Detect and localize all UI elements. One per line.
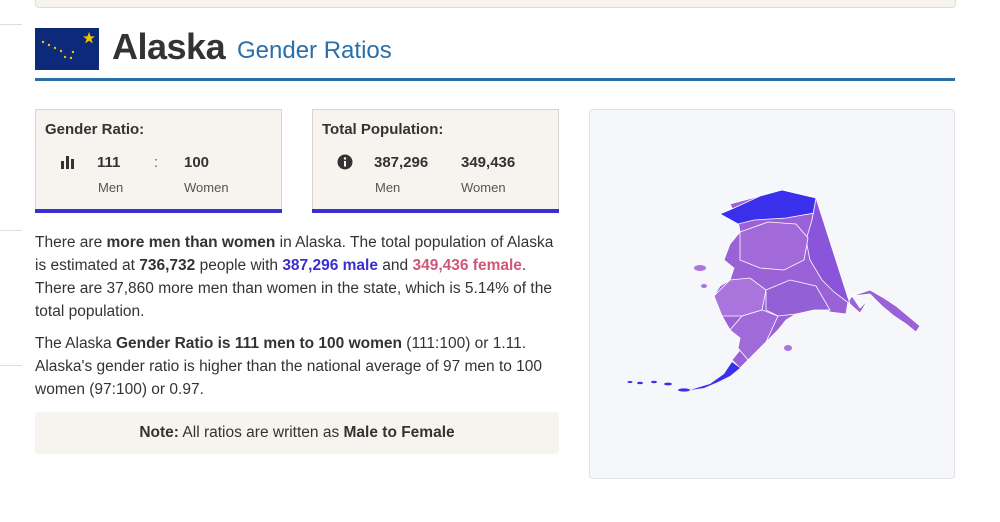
divider	[0, 230, 22, 231]
card-label: Gender Ratio:	[45, 121, 145, 138]
note-box: Note: All ratios are written as Male to …	[35, 412, 559, 454]
ratio-paragraph: The Alaska Gender Ratio is 111 men to 10…	[35, 332, 560, 401]
info-icon	[337, 154, 353, 170]
women-ratio-value: 100	[184, 154, 210, 171]
page-header: Alaska Gender Ratios	[35, 26, 955, 82]
text: and	[377, 257, 413, 274]
men-ratio-value: 111	[97, 154, 121, 171]
map-region-panhandle	[851, 289, 921, 333]
men-label: Men	[375, 180, 401, 195]
text: people with	[195, 257, 283, 274]
alaska-flag-icon	[35, 28, 99, 70]
text: . There are 37,860 more men than women i…	[35, 257, 552, 320]
male-count: 387,296 male	[282, 257, 378, 274]
divider	[0, 365, 22, 366]
ratio-separator: :	[154, 154, 159, 171]
men-population-value: 387,296	[374, 154, 429, 171]
page-subtitle: Gender Ratios	[237, 37, 392, 64]
note-label: Note:	[139, 424, 179, 441]
map-region-east	[805, 197, 851, 306]
women-label: Women	[184, 180, 229, 195]
map-region-west	[713, 277, 767, 317]
text: in Alaska. The total population of Alask…	[35, 234, 554, 274]
alaska-map[interactable]	[589, 109, 955, 479]
bar-chart-icon	[60, 154, 76, 170]
summary-paragraph: There are more men than women in Alaska.…	[35, 231, 560, 323]
card-label: Total Population:	[322, 121, 444, 138]
total-population: 736,732	[139, 257, 196, 274]
map-region-interior	[739, 221, 809, 271]
text: (111:100) or 1.11. Alaska's gender ratio…	[35, 335, 543, 398]
female-count: 349,436 female	[412, 257, 522, 274]
map-region-south-central	[765, 279, 831, 317]
emphasis: more men than women	[106, 234, 276, 251]
total-population-card: Total Population: 387,296 349,436 Men Wo…	[312, 109, 559, 213]
women-label: Women	[461, 180, 506, 195]
map-region-aleutians	[690, 362, 740, 390]
text: There are	[35, 234, 107, 251]
note-emphasis: Male to Female	[343, 424, 455, 441]
previous-section-box	[35, 0, 956, 8]
divider	[0, 24, 22, 25]
header-divider	[35, 78, 955, 81]
text: The Alaska	[35, 335, 116, 352]
men-label: Men	[98, 180, 124, 195]
emphasis: Gender Ratio is 111 men to 100 women	[116, 335, 402, 352]
page-title: Alaska	[112, 26, 226, 67]
note-text: All ratios are written as	[178, 424, 344, 441]
women-population-value: 349,436	[461, 154, 516, 171]
map-region-southwest	[729, 309, 779, 361]
gender-ratio-card: Gender Ratio: 111 : 100 Men Women	[35, 109, 282, 213]
